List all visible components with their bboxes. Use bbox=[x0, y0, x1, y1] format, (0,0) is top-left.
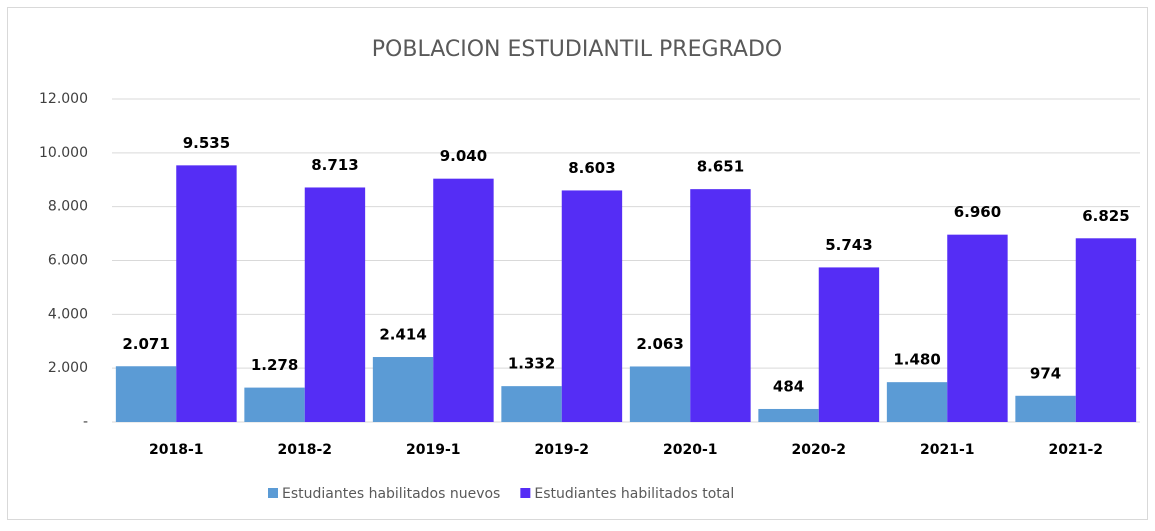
x-tick-label: 2020-2 bbox=[791, 442, 846, 458]
x-tick-label: 2020-1 bbox=[663, 442, 718, 458]
y-tick-label: - bbox=[83, 414, 88, 430]
x-tick-label: 2019-1 bbox=[406, 442, 461, 458]
data-label: 8.603 bbox=[568, 159, 615, 177]
data-label: 6.825 bbox=[1082, 207, 1129, 225]
bar bbox=[818, 267, 880, 422]
x-tick-label: 2019-2 bbox=[534, 442, 589, 458]
y-tick-label: 4.000 bbox=[48, 306, 88, 322]
bar bbox=[115, 366, 177, 422]
bar bbox=[1075, 238, 1137, 422]
data-label: 1.278 bbox=[251, 356, 298, 374]
x-tick-label: 2021-2 bbox=[1048, 442, 1103, 458]
bar bbox=[1015, 395, 1076, 422]
x-tick-label: 2018-2 bbox=[277, 442, 332, 458]
legend-swatch bbox=[268, 488, 278, 498]
data-label: 9.535 bbox=[183, 134, 230, 152]
data-label: 5.743 bbox=[825, 236, 872, 254]
data-label: 1.332 bbox=[508, 355, 555, 373]
y-tick-label: 6.000 bbox=[48, 253, 88, 269]
x-tick-label: 2018-1 bbox=[149, 442, 204, 458]
data-label: 1.480 bbox=[893, 351, 940, 369]
data-label: 8.651 bbox=[697, 158, 744, 176]
legend-label: Estudiantes habilitados total bbox=[534, 486, 734, 502]
bar bbox=[561, 190, 623, 422]
bar bbox=[176, 165, 237, 422]
bar bbox=[629, 366, 691, 422]
data-label: 2.071 bbox=[122, 335, 169, 353]
data-label: 2.063 bbox=[636, 335, 683, 353]
legend-swatch bbox=[520, 488, 531, 498]
data-label: 974 bbox=[1030, 364, 1061, 382]
y-tick-label: 12.000 bbox=[39, 91, 88, 107]
data-label: 484 bbox=[773, 377, 804, 395]
y-tick-label: 8.000 bbox=[48, 199, 88, 215]
x-tick-label: 2021-1 bbox=[920, 442, 975, 458]
chart-title: POBLACION ESTUDIANTIL PREGRADO bbox=[372, 37, 782, 62]
data-label: 2.414 bbox=[379, 326, 426, 344]
bar bbox=[758, 408, 819, 422]
bar bbox=[372, 357, 434, 422]
bar bbox=[304, 187, 366, 422]
bar bbox=[690, 189, 751, 422]
legend-label: Estudiantes habilitados nuevos bbox=[282, 486, 500, 502]
bar bbox=[433, 178, 494, 422]
data-label: 8.713 bbox=[311, 156, 358, 174]
y-tick-label: 2.000 bbox=[48, 360, 88, 376]
bar bbox=[947, 234, 1008, 422]
bar bbox=[501, 386, 562, 422]
data-label: 9.040 bbox=[440, 147, 487, 165]
data-label: 6.960 bbox=[954, 203, 1001, 221]
bar bbox=[886, 382, 948, 422]
y-tick-label: 10.000 bbox=[39, 145, 88, 161]
bar bbox=[244, 387, 305, 422]
